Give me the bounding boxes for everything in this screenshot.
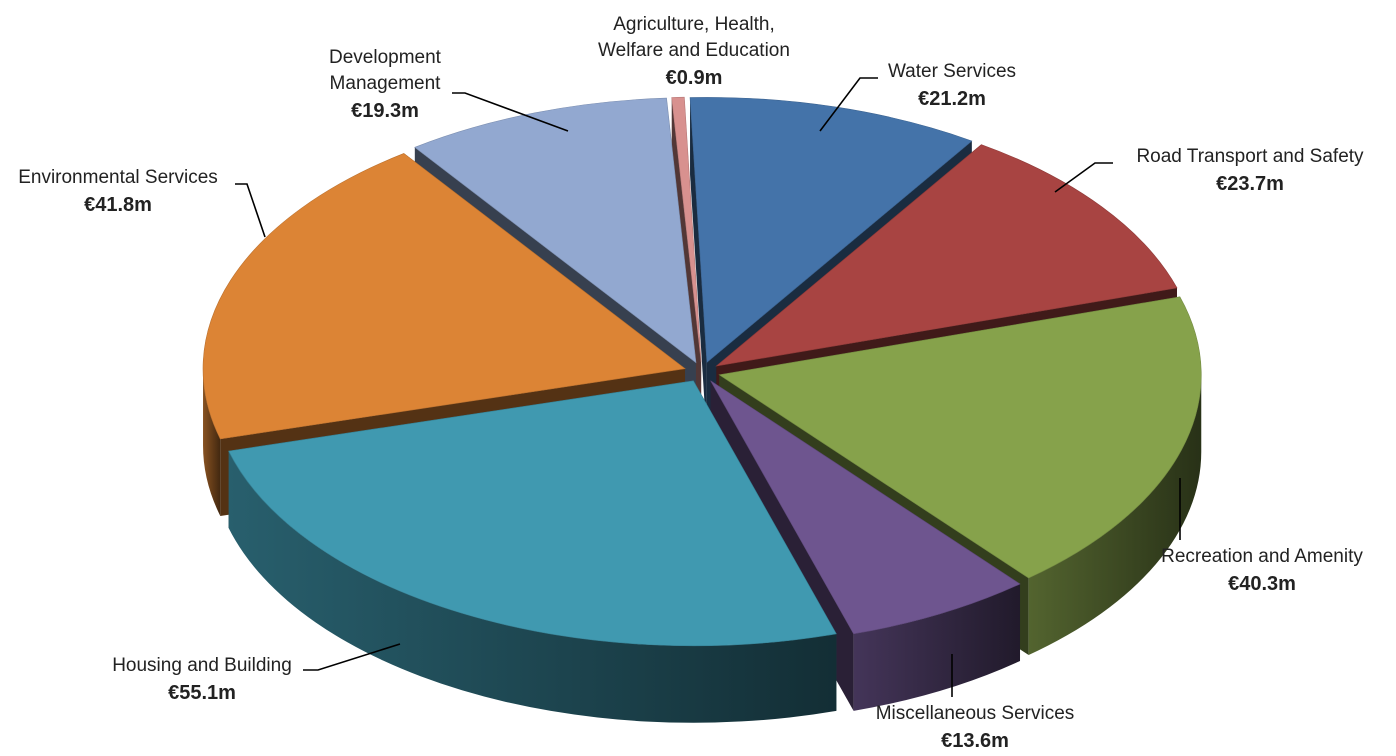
leader-line bbox=[452, 92, 569, 132]
slice-name-label: Development bbox=[329, 47, 442, 68]
slice-name-label: Environmental Services bbox=[18, 167, 218, 188]
slice-name-label: Miscellaneous Services bbox=[876, 703, 1075, 724]
slice-name-label: Water Services bbox=[888, 61, 1016, 82]
slice-label: Housing and Building €55.1m bbox=[112, 643, 401, 704]
slice-top bbox=[671, 96, 702, 363]
slice-outer-wall bbox=[1028, 374, 1202, 656]
leader-line bbox=[235, 183, 266, 238]
leader-line bbox=[819, 77, 878, 132]
slice-label: Road Transport and Safety €23.7m bbox=[1054, 146, 1364, 195]
slice-value-label: €21.2m bbox=[918, 88, 986, 110]
slice-tops-layer bbox=[202, 96, 1202, 647]
slice-value-label: €55.1m bbox=[168, 682, 236, 704]
slice-name-label: Management bbox=[330, 73, 442, 94]
labels-layer: Water Services €21.2m Road Transport and S… bbox=[18, 14, 1364, 752]
slice-name-label: Welfare and Education bbox=[598, 40, 790, 61]
slice-label: Development Management €19.3m bbox=[329, 47, 569, 132]
slice-inner-wall bbox=[690, 97, 707, 440]
slice-name-label: Road Transport and Safety bbox=[1136, 146, 1364, 167]
slice-value-label: €40.3m bbox=[1228, 573, 1296, 595]
slice-outer-wall bbox=[203, 368, 221, 516]
slice-top bbox=[715, 144, 1178, 367]
slice-outer-wall bbox=[228, 451, 837, 723]
slice-label: Environmental Services €41.8m bbox=[18, 167, 266, 238]
slice-top bbox=[202, 153, 686, 440]
leader-line bbox=[303, 643, 401, 671]
slice-name-label: Recreation and Amenity bbox=[1161, 546, 1363, 567]
slice-top bbox=[414, 97, 697, 364]
slice-top bbox=[710, 380, 1021, 635]
slice-label: Recreation and Amenity €40.3m bbox=[1161, 478, 1363, 595]
slice-label: Miscellaneous Services €13.6m bbox=[876, 654, 1075, 752]
slice-top bbox=[228, 380, 837, 647]
slice-value-label: €19.3m bbox=[351, 100, 419, 122]
leader-line bbox=[1054, 162, 1113, 193]
slice-top bbox=[718, 296, 1202, 579]
slice-label: Water Services €21.2m bbox=[819, 61, 1016, 132]
slice-value-label: €23.7m bbox=[1216, 173, 1284, 195]
slice-value-label: €41.8m bbox=[84, 194, 152, 216]
slice-value-label: €0.9m bbox=[666, 67, 723, 89]
slice-outer-wall bbox=[853, 583, 1021, 711]
slice-name-label: Agriculture, Health, bbox=[613, 14, 775, 35]
slice-label: Agriculture, Health, Welfare and Educatio… bbox=[598, 14, 790, 89]
slice-value-label: €13.6m bbox=[941, 730, 1009, 751]
slice-name-label: Housing and Building bbox=[112, 655, 292, 676]
